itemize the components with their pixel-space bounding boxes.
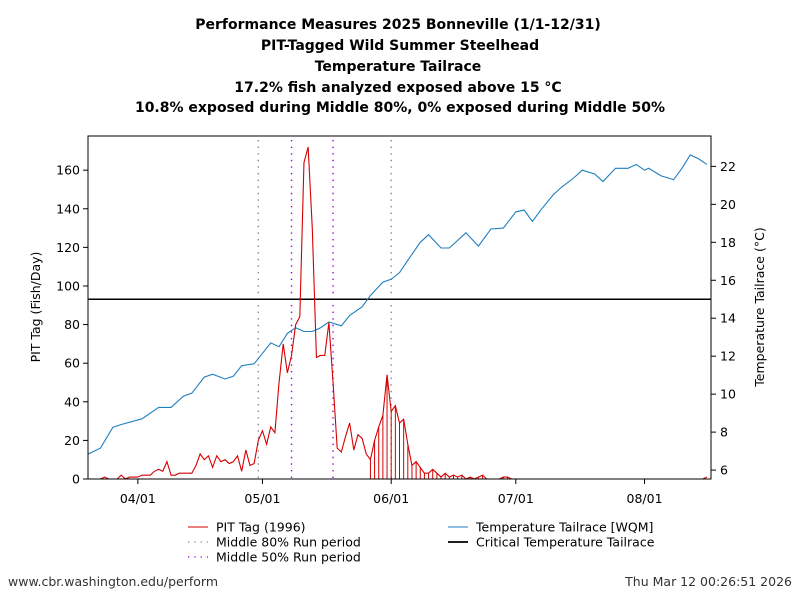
x-tick-label-1: 05/01 [244, 491, 280, 506]
axes: 04/01 05/01 06/01 07/01 08/01 0 20 40 60 80 100 120… [56, 159, 736, 506]
y-tick-label-6: 120 [56, 240, 80, 255]
legend-label-0: PIT Tag (1996) [216, 520, 306, 535]
y-tick-label-3: 60 [64, 356, 80, 371]
legend-label-4: Critical Temperature Tailrace [476, 535, 655, 550]
y2-tick-label-8: 22 [720, 159, 736, 174]
y-tick-label-0: 0 [72, 472, 80, 487]
plot-frame [87, 135, 712, 480]
x-tick-label-4: 08/01 [627, 491, 663, 506]
chart-subtitle-periods: 10.8% exposed during Middle 80%, 0% expo… [135, 100, 665, 116]
y2-tick-label-4: 14 [720, 311, 736, 326]
y-tick-label-1: 20 [64, 433, 80, 448]
x-tick-label-3: 07/01 [498, 491, 534, 506]
y2-tick-label-1: 8 [720, 425, 728, 440]
chart-title: Performance Measures 2025 Bonneville (1/… [195, 17, 600, 33]
y2-tick-label-0: 6 [720, 463, 728, 478]
legend: PIT Tag (1996)Middle 80% Run periodMiddl… [188, 520, 655, 565]
y-tick-label-4: 80 [64, 317, 80, 332]
x-tick-label-2: 06/01 [373, 491, 409, 506]
y2-tick-label-5: 16 [720, 273, 736, 288]
temperature-series-line [87, 154, 708, 455]
y-tick-label-5: 100 [56, 278, 80, 293]
chart-subtitle-species: PIT-Tagged Wild Summer Steelhead [261, 38, 539, 54]
x-tick-label-0: 04/01 [120, 491, 156, 506]
y-tick-label-7: 140 [56, 201, 80, 216]
plot-marks [87, 140, 711, 480]
footer-timestamp: Thu Mar 12 00:26:51 2026 [624, 574, 792, 589]
chart-subtitle-exposure: 17.2% fish analyzed exposed above 15 °C [234, 80, 561, 96]
y2-tick-label-3: 12 [720, 349, 736, 364]
y-axis-label: PIT Tag (Fish/Day) [28, 252, 43, 363]
chart-subtitle-measure: Temperature Tailrace [315, 59, 482, 75]
y2-tick-label-7: 20 [720, 197, 736, 212]
y2-axis-label: Temperature Tailrace (°C) [752, 227, 767, 387]
y-tick-label-2: 40 [64, 394, 80, 409]
legend-label-3: Temperature Tailrace [WQM] [475, 520, 653, 535]
y2-tick-label-6: 18 [720, 235, 736, 250]
footer-url: www.cbr.washington.edu/perform [8, 574, 218, 589]
legend-label-1: Middle 80% Run period [216, 535, 361, 550]
pit-tag-series-line [88, 146, 708, 480]
legend-label-2: Middle 50% Run period [216, 550, 361, 565]
chart-titles: Performance Measures 2025 Bonneville (1/… [135, 17, 665, 116]
y-tick-label-8: 160 [56, 163, 80, 178]
y2-tick-label-2: 10 [720, 387, 736, 402]
